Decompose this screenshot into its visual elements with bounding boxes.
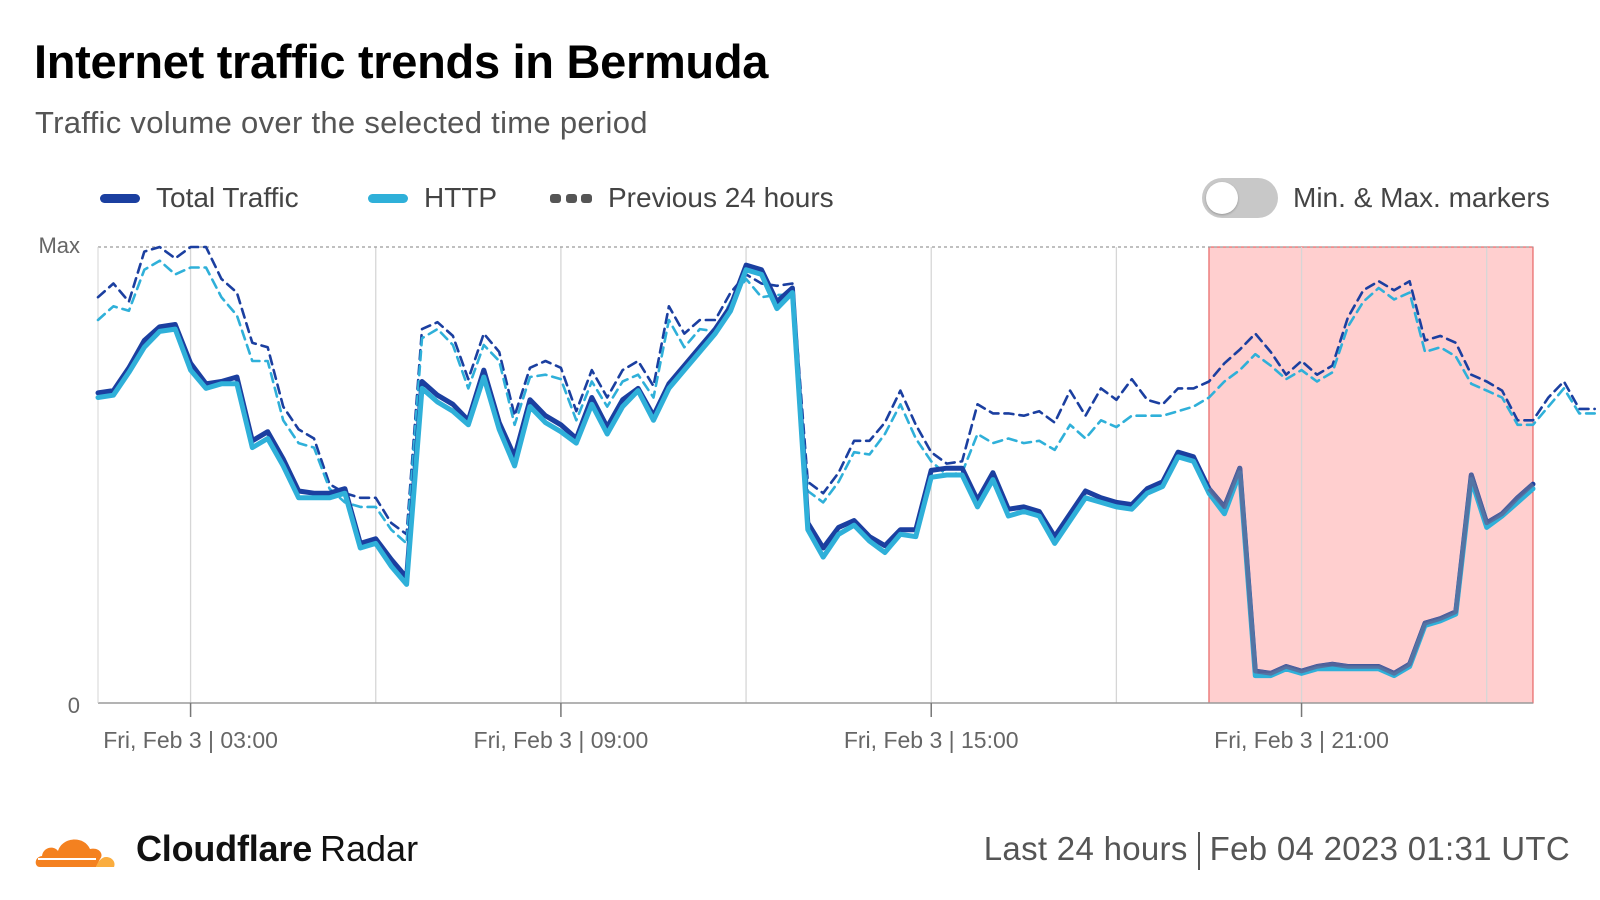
legend-item-http[interactable]: HTTP bbox=[368, 178, 497, 218]
legend-label-http: HTTP bbox=[424, 182, 498, 213]
legend-label-total-traffic: Total Traffic bbox=[156, 182, 299, 213]
legend-item-previous-24-hours[interactable]: Previous 24 hours bbox=[550, 178, 834, 218]
outage-highlight-region bbox=[1208, 246, 1534, 704]
total-traffic-swatch bbox=[100, 193, 140, 203]
chart-subtitle: Traffic volume over the selected time pe… bbox=[35, 105, 648, 140]
x-tick-label: Fri, Feb 3 | 03:00 bbox=[103, 727, 278, 753]
footer-period: Last 24 hours bbox=[983, 830, 1188, 867]
brand-name: Cloudflare bbox=[136, 828, 313, 869]
y-tick-label-zero: 0 bbox=[68, 693, 80, 718]
min-max-markers-label: Min. & Max. markers bbox=[1293, 182, 1550, 213]
http-swatch bbox=[368, 193, 408, 203]
y-tick-label-max: Max bbox=[38, 233, 80, 258]
cloudflare-logo-icon bbox=[35, 839, 115, 867]
legend-item-total-traffic[interactable]: Total Traffic bbox=[100, 178, 299, 218]
cloudflare-radar-brand: Cloudflare Radar bbox=[34, 828, 418, 870]
traffic-line-chart: 0 Max Fri, Feb 3 | 03:00 Fri, Feb 3 | 09:00… bbox=[38, 233, 1596, 753]
previous-24-hours-swatch bbox=[550, 193, 592, 203]
chart-title: Internet traffic trends in Bermuda bbox=[34, 35, 769, 88]
outage-segment-line bbox=[1207, 465, 1535, 676]
brand-subname: Radar bbox=[320, 828, 419, 869]
footer-timestamp: Feb 04 2023 01:31 UTC bbox=[1209, 830, 1570, 867]
footer-period-info: Last 24 hours Feb 04 2023 01:31 UTC bbox=[983, 830, 1570, 871]
x-tick-label: Fri, Feb 3 | 15:00 bbox=[844, 727, 1019, 753]
x-tick-label: Fri, Feb 3 | 21:00 bbox=[1214, 727, 1389, 753]
legend-label-previous-24-hours: Previous 24 hours bbox=[608, 182, 834, 213]
x-tick-label: Fri, Feb 3 | 09:00 bbox=[474, 727, 649, 753]
footer-separator bbox=[1197, 832, 1200, 871]
min-max-markers-toggle[interactable] bbox=[1202, 178, 1278, 218]
toggle-knob bbox=[1206, 182, 1238, 214]
